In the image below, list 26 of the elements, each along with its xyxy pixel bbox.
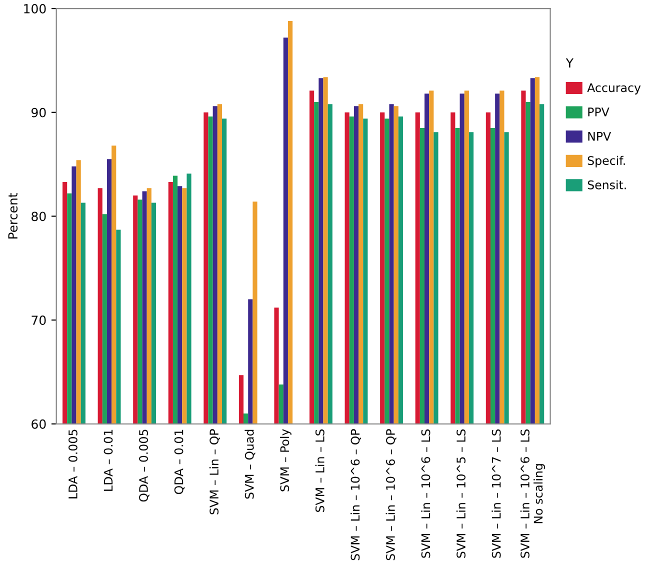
x-tick-label: SVM – Lin – 10^6 – QP bbox=[386, 429, 396, 560]
legend-label: Sensit. bbox=[588, 180, 626, 190]
y-tick-label: 60 bbox=[32, 419, 46, 429]
legend-label: Accuracy bbox=[587, 83, 641, 94]
legend-label: NPV bbox=[588, 132, 612, 141]
legend-label: Specif. bbox=[588, 156, 625, 168]
x-tick-label: SVM – Lin – 10^7 – LS bbox=[492, 429, 501, 558]
x-tick-label: SVM – Lin – LS bbox=[315, 429, 324, 512]
x-tick-label: QDA – 0.005 bbox=[139, 430, 150, 502]
x-tick-label: SVM – Poly bbox=[280, 429, 292, 492]
x-tick-label: SVM – Lin – 10^5 – LS bbox=[456, 429, 466, 558]
legend-title: Y bbox=[566, 58, 574, 68]
y-tick-label: 100 bbox=[24, 4, 46, 14]
x-tick-label: QDA – 0.01 bbox=[174, 430, 185, 494]
x-tick-label: SVM – Quad bbox=[244, 430, 256, 499]
x-tick-label: LDA – 0.005 bbox=[68, 430, 78, 498]
x-tick-label: LDA – 0.01 bbox=[104, 430, 113, 491]
x-tick-label: SVM – Lin – QP bbox=[209, 429, 220, 514]
y-tick-label: 90 bbox=[32, 108, 46, 118]
x-tick-label: SVM – Lin – 10^6 – QP bbox=[350, 429, 362, 560]
y-tick-label: 70 bbox=[32, 316, 46, 325]
x-tick-label: SVM – Lin – 10^6 – LS bbox=[421, 429, 430, 558]
y-tick-label: 80 bbox=[32, 212, 46, 222]
legend-label: PPV bbox=[588, 108, 610, 116]
x-tick-label: SVM – Lin – 10^6 – LS No scaling bbox=[520, 429, 545, 558]
y-axis-title: Percent bbox=[8, 193, 18, 239]
